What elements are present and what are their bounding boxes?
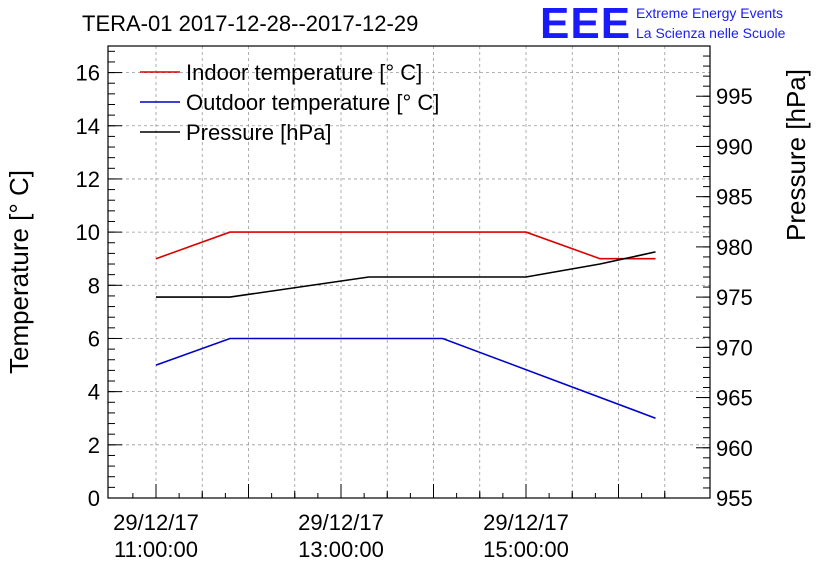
x-tick-date: 29/12/17 xyxy=(113,510,199,535)
logo-line-1: Extreme Energy Events xyxy=(636,5,783,21)
x-tick-time: 13:00:00 xyxy=(298,537,384,562)
y2-tick-label: 995 xyxy=(716,84,753,109)
y2-axis-title: Pressure [hPa] xyxy=(781,69,811,241)
y-tick-label: 14 xyxy=(76,114,100,139)
logo-line-2: La Scienza nelle Scuole xyxy=(636,25,786,41)
y2-tick-label: 980 xyxy=(716,235,753,260)
legend-label-3: Pressure [hPa] xyxy=(186,120,332,145)
legend-label-1: Indoor temperature [° C] xyxy=(186,60,422,85)
series-line-1 xyxy=(155,231,656,260)
legend-label-2: Outdoor temperature [° C] xyxy=(186,90,439,115)
eee-logo: EEE Extreme Energy Events La Scienza nel… xyxy=(540,0,786,48)
y-axis-title: Temperature [° C] xyxy=(4,170,34,374)
legend: Indoor temperature [° C] Outdoor temperat… xyxy=(140,60,439,145)
y-tick-label: 6 xyxy=(88,326,100,351)
series-layer xyxy=(155,231,656,419)
y-tick-label: 2 xyxy=(88,433,100,458)
chart-title: TERA-01 2017-12-28--2017-12-29 xyxy=(82,11,418,36)
x-tick-time: 11:00:00 xyxy=(114,537,198,562)
y-tick-label: 16 xyxy=(76,61,100,86)
y-tick-label: 12 xyxy=(76,167,100,192)
right-axis: 955 960 965 970 975 980 985 990 995 xyxy=(696,45,753,511)
y2-tick-label: 955 xyxy=(716,486,753,511)
y-tick-label: 10 xyxy=(76,220,100,245)
y2-tick-label: 960 xyxy=(716,436,753,461)
y2-tick-label: 975 xyxy=(716,285,753,310)
y-tick-label: 0 xyxy=(88,486,100,511)
x-tick-date: 29/12/17 xyxy=(298,510,384,535)
left-axis: 0 2 4 6 8 10 12 14 16 xyxy=(76,50,122,511)
y2-tick-label: 965 xyxy=(716,386,753,411)
logo-mark: EEE xyxy=(540,0,631,48)
series-line-2 xyxy=(155,337,656,419)
x-axis: 29/12/1711:00:0029/12/1713:00:0029/12/17… xyxy=(113,484,666,562)
y2-tick-label: 970 xyxy=(716,335,753,360)
series-line-3 xyxy=(156,251,656,298)
y-tick-label: 8 xyxy=(88,273,100,298)
y-tick-label: 4 xyxy=(88,380,100,405)
y2-tick-label: 985 xyxy=(716,185,753,210)
plot-frame xyxy=(107,45,711,499)
x-tick-time: 15:00:00 xyxy=(483,537,569,562)
x-tick-date: 29/12/17 xyxy=(483,510,569,535)
y2-tick-label: 990 xyxy=(716,134,753,159)
